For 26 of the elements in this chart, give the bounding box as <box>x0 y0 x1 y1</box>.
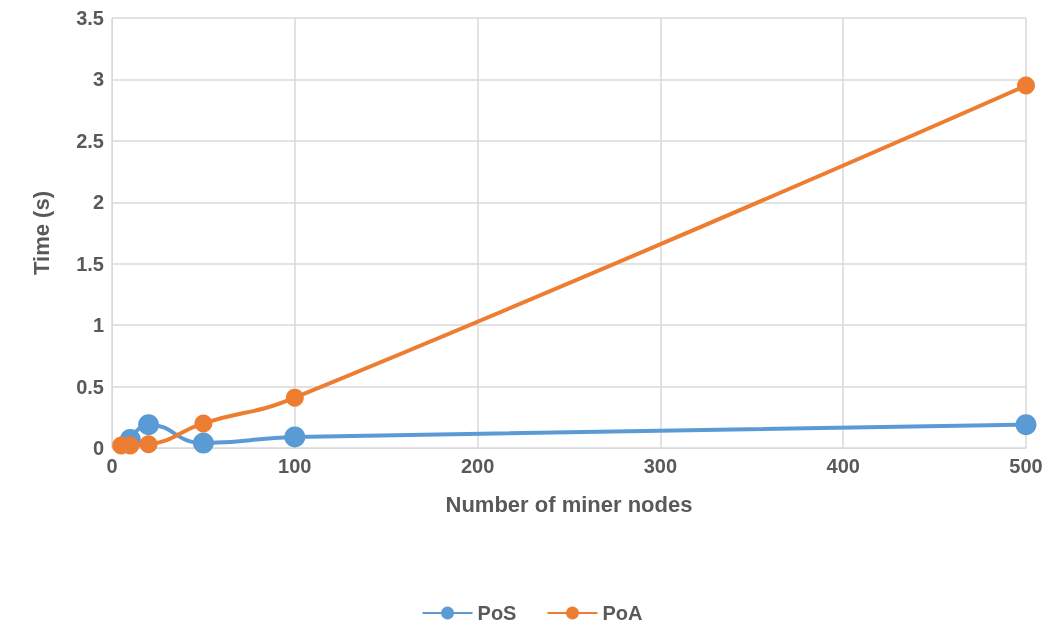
legend-label: PoA <box>602 602 643 624</box>
point <box>194 414 213 433</box>
y-tick-label: 3.5 <box>76 7 104 29</box>
x-axis-title: Number of miner nodes <box>445 491 693 517</box>
x-tick-label: 200 <box>460 455 495 477</box>
y-tick-label: 1 <box>92 314 104 337</box>
y-tick-label: 0.5 <box>76 375 104 398</box>
point <box>285 388 304 407</box>
point <box>138 414 160 436</box>
y-tick-label: 2 <box>92 191 104 214</box>
x-tick-label: 300 <box>643 455 678 477</box>
point <box>284 426 306 448</box>
x-tick-label: 500 <box>1009 455 1043 477</box>
point <box>139 435 158 454</box>
y-tick-label: 3 <box>92 68 104 91</box>
y-axis-title: Time (s) <box>28 191 54 275</box>
x-tick-label: 0 <box>106 455 118 477</box>
y-tick-label: 0 <box>92 437 104 459</box>
point <box>1015 414 1037 436</box>
legend-label: PoS <box>477 602 517 624</box>
point <box>1017 76 1035 95</box>
y-tick-label: 1.5 <box>76 252 104 275</box>
x-tick-label: 100 <box>278 455 312 477</box>
x-tick-label: 400 <box>826 455 860 477</box>
y-tick-label: 2.5 <box>76 129 104 152</box>
point <box>192 432 214 454</box>
